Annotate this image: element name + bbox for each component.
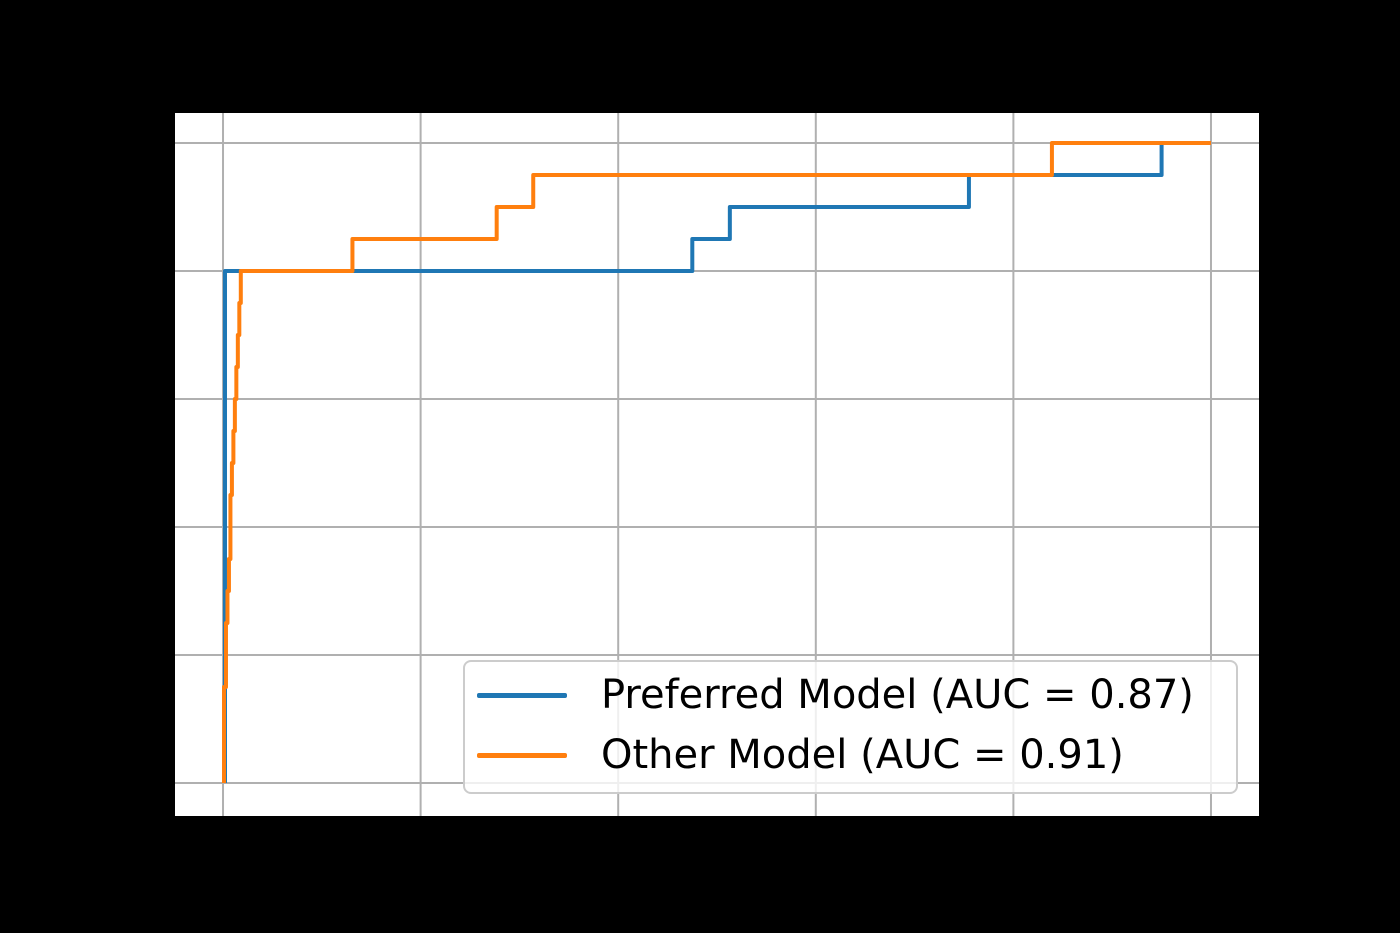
legend: Preferred Model (AUC = 0.87) Other Model… <box>463 660 1238 794</box>
legend-line-preferred-model-icon <box>477 692 567 698</box>
legend-item-preferred-model: Preferred Model (AUC = 0.87) <box>465 665 1236 725</box>
curve-other-model <box>222 141 1211 783</box>
curve-preferred-model <box>222 141 1211 783</box>
legend-label-preferred-model: Preferred Model (AUC = 0.87) <box>601 672 1194 718</box>
legend-item-other-model: Other Model (AUC = 0.91) <box>465 725 1236 785</box>
legend-line-other-model-icon <box>477 752 567 758</box>
plot-area: Preferred Model (AUC = 0.87) Other Model… <box>175 113 1259 816</box>
legend-label-other-model: Other Model (AUC = 0.91) <box>601 732 1124 778</box>
roc-chart <box>175 113 1259 816</box>
